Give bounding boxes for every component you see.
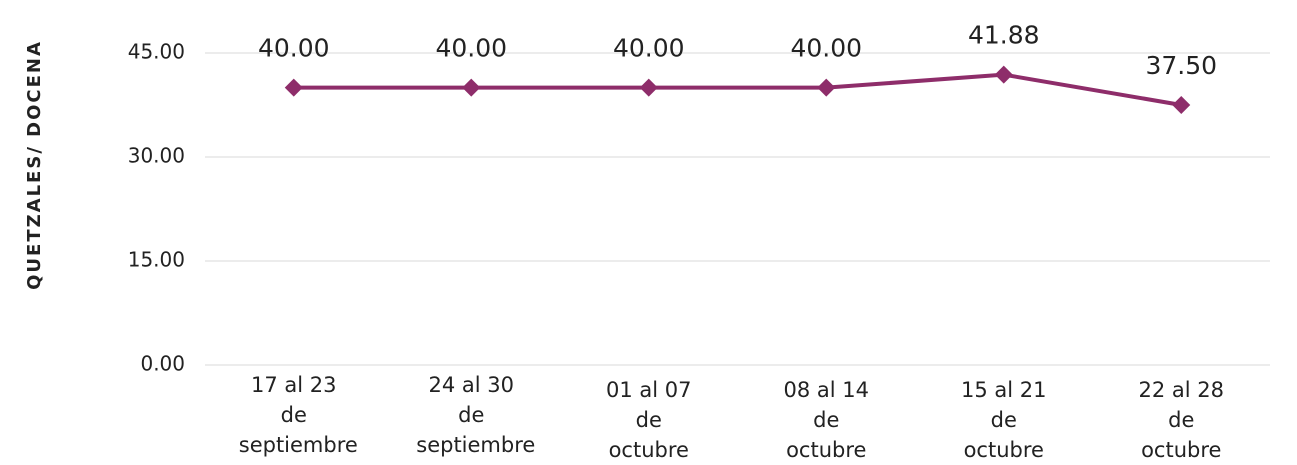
- data-label: 40.00: [258, 34, 330, 63]
- y-tick-label: 0.00: [140, 352, 185, 376]
- data-label: 40.00: [613, 34, 685, 63]
- x-tick-label: 08 al 14 de octubre: [741, 375, 911, 465]
- marker: [1172, 96, 1190, 114]
- marker: [640, 79, 658, 97]
- y-tick-label: 45.00: [128, 40, 185, 64]
- marker: [462, 79, 480, 97]
- data-label: 41.88: [968, 21, 1040, 50]
- x-tick-label: 24 al 30 de septiembre: [386, 370, 556, 460]
- marker: [285, 79, 303, 97]
- marker: [995, 66, 1013, 84]
- y-tick-label: 30.00: [128, 144, 185, 168]
- y-axis-label: QUETZALES/ DOCENA: [24, 40, 45, 290]
- chart: QUETZALES/ DOCENA 0.00 15.00 30.00 45.00 40.…: [0, 0, 1297, 440]
- x-tick-label: 22 al 28 de octubre: [1096, 375, 1266, 465]
- y-tick-label: 15.00: [128, 248, 185, 272]
- chart-container: QUETZALES/ DOCENA 0.00 15.00 30.00 45.00 40.…: [0, 0, 1297, 440]
- x-tick-label: 17 al 23 de septiembre: [209, 370, 379, 460]
- x-tick-label: 01 al 07 de octubre: [564, 375, 734, 465]
- data-label: 40.00: [435, 34, 507, 63]
- data-label: 40.00: [790, 34, 862, 63]
- marker: [817, 79, 835, 97]
- line: [294, 75, 1182, 105]
- x-tick-label: 15 al 21 de octubre: [919, 375, 1089, 465]
- data-label: 37.50: [1145, 51, 1217, 80]
